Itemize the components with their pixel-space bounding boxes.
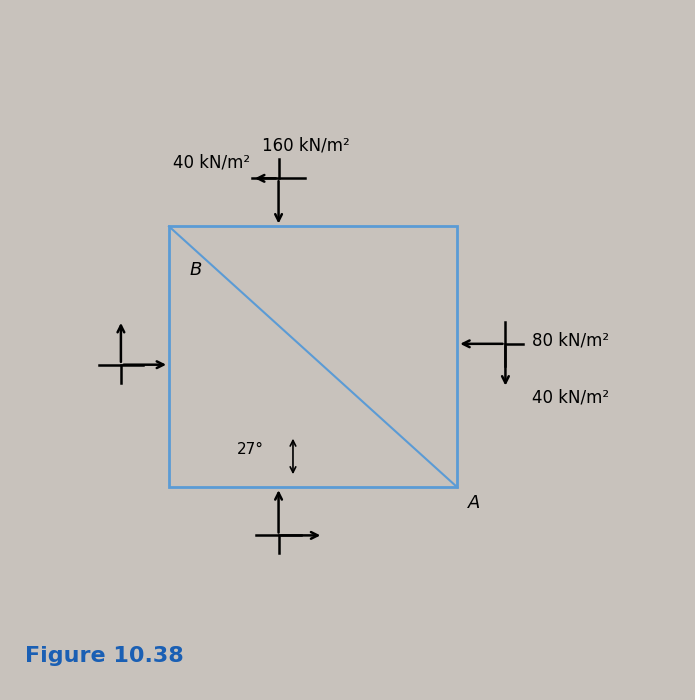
Text: 80 kN/m²: 80 kN/m² xyxy=(532,331,610,349)
Text: 27°: 27° xyxy=(237,442,264,457)
Text: Figure 10.38: Figure 10.38 xyxy=(25,646,183,666)
Text: 160 kN/m²: 160 kN/m² xyxy=(262,136,350,154)
Text: B: B xyxy=(190,260,202,279)
Text: 40 kN/m²: 40 kN/m² xyxy=(172,153,250,172)
Bar xyxy=(169,226,457,487)
Text: 40 kN/m²: 40 kN/m² xyxy=(532,389,610,407)
Text: A: A xyxy=(468,494,480,512)
